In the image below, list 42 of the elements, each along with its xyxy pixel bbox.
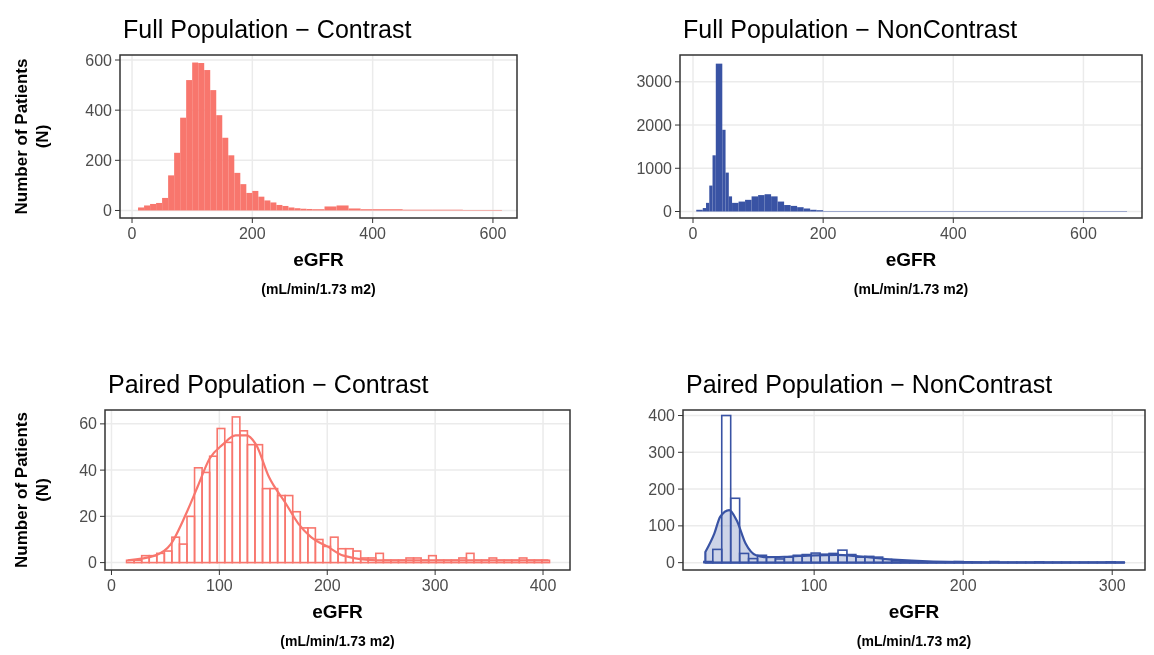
y-tick-label: 0 bbox=[666, 554, 676, 572]
y-tick-label: 0 bbox=[103, 201, 113, 219]
x-tick-label: 200 bbox=[238, 225, 266, 242]
y-tick-label: 0 bbox=[88, 554, 98, 572]
x-tick-label: 0 bbox=[688, 225, 698, 242]
x-tick-label: 100 bbox=[800, 577, 828, 594]
y-axis-title: Number of Patients (N) bbox=[12, 58, 52, 215]
chart-title: Full Population − Contrast bbox=[123, 15, 412, 43]
x-axis-title: eGFR (mL/min/1.73 m2) bbox=[853, 249, 969, 297]
chart-title: Paired Population − Contrast bbox=[108, 370, 429, 398]
chart-title: Full Population − NonContrast bbox=[683, 15, 1018, 43]
y-axis-title: Number of Patients (N) bbox=[12, 412, 52, 568]
x-tick-label: 600 bbox=[479, 225, 507, 242]
x-tick-label: 300 bbox=[1098, 577, 1126, 594]
x-tick-label: 0 bbox=[127, 225, 137, 242]
y-tick-label: 0 bbox=[663, 203, 673, 221]
y-tick-label: 60 bbox=[79, 415, 98, 433]
x-axis-title: eGFR (mL/min/1.73 m2) bbox=[856, 601, 972, 649]
y-tick-label: 100 bbox=[648, 517, 676, 535]
x-tick-label: 200 bbox=[809, 225, 837, 242]
y-tick-label: 400 bbox=[85, 101, 113, 119]
x-tick-label: 400 bbox=[359, 225, 387, 242]
y-tick-label: 2000 bbox=[636, 116, 673, 134]
y-tick-label: 600 bbox=[85, 51, 113, 69]
y-tick-label: 3000 bbox=[636, 73, 673, 91]
y-tick-label: 1000 bbox=[636, 159, 673, 177]
x-axis-title: eGFR (mL/min/1.73 m2) bbox=[261, 249, 376, 297]
x-tick-label: 400 bbox=[529, 577, 557, 594]
x-tick-label: 200 bbox=[313, 577, 341, 594]
x-tick-label: 600 bbox=[1070, 225, 1097, 242]
x-tick-label: 200 bbox=[949, 577, 977, 594]
y-tick-label: 400 bbox=[648, 407, 676, 425]
y-tick-label: 20 bbox=[79, 507, 98, 525]
x-tick-label: 100 bbox=[206, 577, 233, 594]
y-tick-label: 40 bbox=[79, 461, 98, 479]
y-tick-label: 300 bbox=[648, 443, 676, 461]
chart-title: Paired Population − NonContrast bbox=[686, 370, 1053, 398]
y-tick-label: 200 bbox=[85, 151, 113, 169]
x-tick-label: 400 bbox=[939, 225, 967, 242]
x-tick-label: 300 bbox=[421, 577, 449, 594]
y-tick-label: 200 bbox=[648, 480, 676, 498]
x-axis-title: eGFR (mL/min/1.73 m2) bbox=[280, 601, 395, 649]
